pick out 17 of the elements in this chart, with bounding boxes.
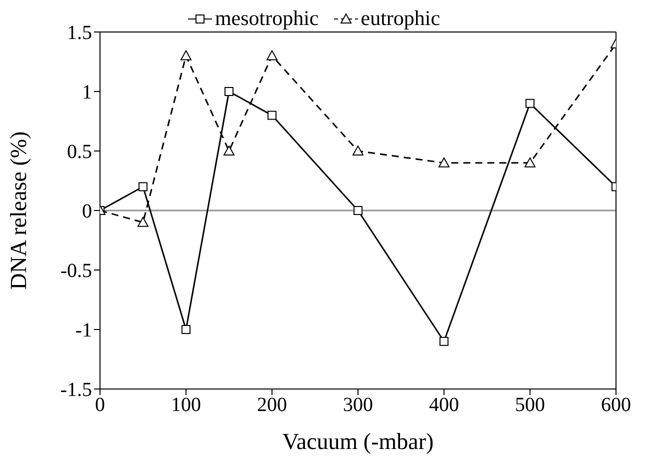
x-tick-label: 300 bbox=[343, 394, 373, 416]
y-tick-label: 1 bbox=[82, 82, 92, 104]
x-tick-label: 400 bbox=[429, 394, 459, 416]
legend-label: mesotrophic bbox=[214, 6, 319, 31]
x-tick-label: 500 bbox=[515, 394, 545, 416]
y-tick-label: 0 bbox=[82, 200, 92, 223]
legend-label: eutrophic bbox=[360, 6, 440, 31]
x-tick-label: 100 bbox=[171, 394, 201, 416]
y-tick-label: -1.5 bbox=[60, 379, 92, 402]
x-tick-label: 600 bbox=[601, 394, 631, 416]
x-tick-label: 200 bbox=[257, 394, 287, 416]
y-tick-label: -1 bbox=[75, 320, 92, 342]
y-tick-label: 1.5 bbox=[67, 22, 92, 44]
y-axis-title: DNA release (%) bbox=[6, 131, 32, 290]
y-tick-label: -0.5 bbox=[60, 260, 92, 282]
x-axis-title: Vacuum (-mbar) bbox=[282, 429, 434, 454]
y-tick-label: 0.5 bbox=[67, 141, 92, 164]
